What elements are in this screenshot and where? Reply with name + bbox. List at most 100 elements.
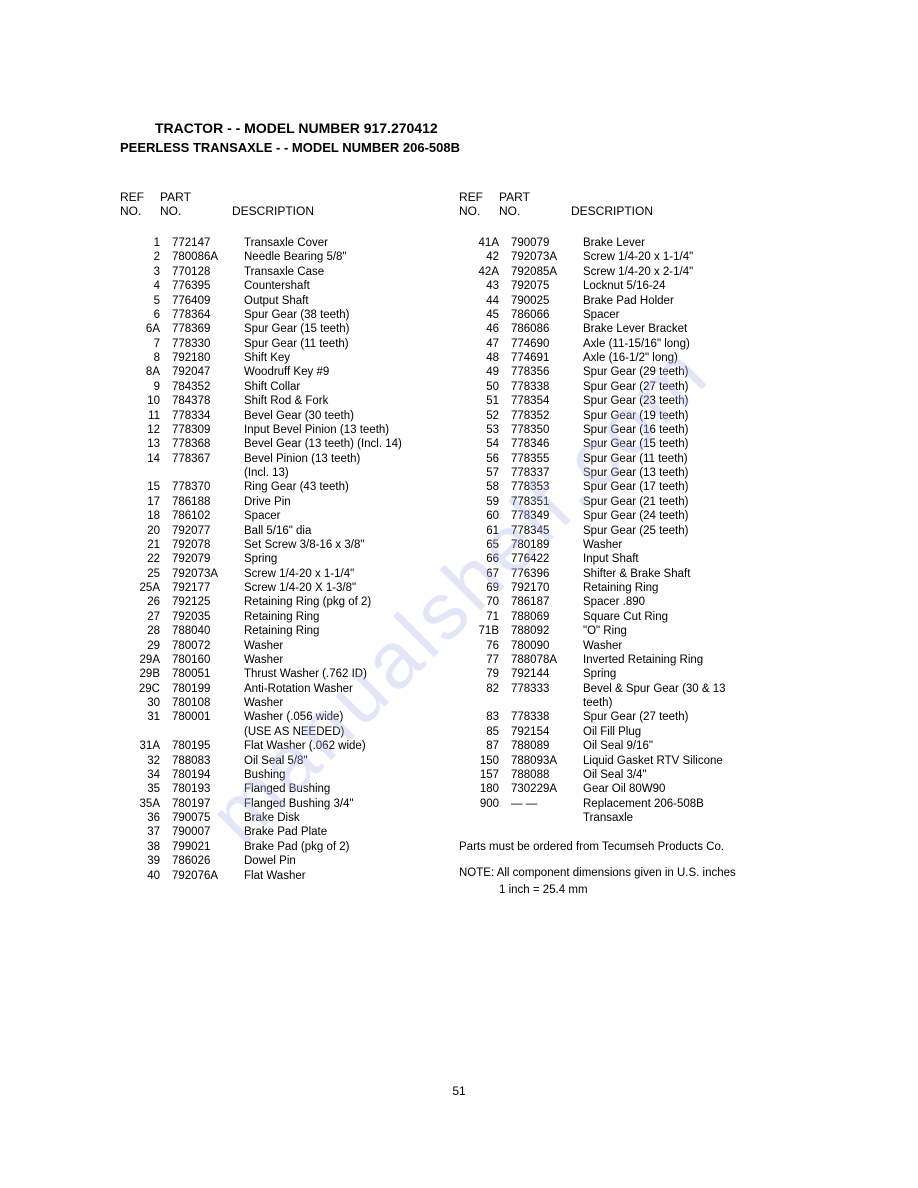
parts-row: 65780189Washer (459, 538, 798, 552)
description-cell: Screw 1/4-20 x 1-1/4" (244, 567, 459, 581)
parts-row: 30780108Washer (120, 696, 459, 710)
part-no-cell: 780194 (172, 768, 244, 782)
part-no-cell: 792075 (511, 279, 583, 293)
page-number: 51 (0, 1084, 918, 1098)
description-cell: Spur Gear (11 teeth) (583, 452, 798, 466)
part-no-cell: 778330 (172, 337, 244, 351)
parts-row: 36790075Brake Disk (120, 811, 459, 825)
order-note: Parts must be ordered from Tecumseh Prod… (459, 839, 798, 855)
part-no-cell: 780086A (172, 250, 244, 264)
ref-no-cell: 18 (120, 509, 172, 523)
parts-row: Transaxle (459, 811, 798, 825)
ref-no-cell: 35A (120, 797, 172, 811)
ref-no-cell: 50 (459, 380, 511, 394)
part-no-cell: 780108 (172, 696, 244, 710)
parts-row: 39786026Dowel Pin (120, 854, 459, 868)
ref-no-cell: 41A (459, 236, 511, 250)
parts-row: 52778352Spur Gear (19 teeth) (459, 409, 798, 423)
description-cell: Gear Oil 80W90 (583, 782, 798, 796)
description-cell: Bevel Gear (30 teeth) (244, 409, 459, 423)
part-no-cell: 780199 (172, 682, 244, 696)
ref-no-cell: 46 (459, 322, 511, 336)
parts-row: 53778350Spur Gear (16 teeth) (459, 423, 798, 437)
part-no-cell: 788092 (511, 624, 583, 638)
right-parts-list: 41A790079Brake Lever42792073AScrew 1/4-2… (459, 236, 798, 825)
parts-row: 7778330Spur Gear (11 teeth) (120, 337, 459, 351)
part-no-cell: 780160 (172, 653, 244, 667)
left-column: REF NO. PART NO. DESCRIPTION 1772147Tran… (120, 190, 459, 898)
part-no-cell: 780001 (172, 710, 244, 724)
parts-row: 20792077Ball 5/16" dia (120, 524, 459, 538)
part-no-cell: 778346 (511, 437, 583, 451)
description-cell: Oil Fill Plug (583, 725, 798, 739)
part-no-cell (172, 466, 244, 480)
part-no-cell: 784352 (172, 380, 244, 394)
header-desc: DESCRIPTION (232, 204, 314, 218)
ref-no-cell: 7 (120, 337, 172, 351)
ref-no-cell: 44 (459, 294, 511, 308)
parts-row: 900— —Replacement 206-508B (459, 797, 798, 811)
part-no-cell: 786066 (511, 308, 583, 322)
conversion-note: 1 inch = 25.4 mm (459, 882, 798, 898)
part-no-cell: 792077 (172, 524, 244, 538)
ref-no-cell: 21 (120, 538, 172, 552)
ref-no-cell: 38 (120, 840, 172, 854)
parts-row: (USE AS NEEDED) (120, 725, 459, 739)
ref-no-cell: 40 (120, 869, 172, 883)
parts-row: 157788088Oil Seal 3/4" (459, 768, 798, 782)
part-no-cell: 780193 (172, 782, 244, 796)
parts-row: 10784378Shift Rod & Fork (120, 394, 459, 408)
parts-row: 49778356Spur Gear (29 teeth) (459, 365, 798, 379)
parts-row: 40792076AFlat Washer (120, 869, 459, 883)
description-cell: Brake Lever (583, 236, 798, 250)
parts-row: 51778354Spur Gear (23 teeth) (459, 394, 798, 408)
part-no-cell: 774690 (511, 337, 583, 351)
ref-no-cell: 2 (120, 250, 172, 264)
header-no2-r: NO. (499, 204, 520, 218)
description-cell: Washer (244, 639, 459, 653)
part-no-cell: 778333 (511, 682, 583, 696)
part-no-cell: 792180 (172, 351, 244, 365)
part-no-cell: 778355 (511, 452, 583, 466)
parts-row: 2780086ANeedle Bearing 5/8" (120, 250, 459, 264)
parts-row: 82778333Bevel & Spur Gear (30 & 13 (459, 682, 798, 696)
part-no-cell (511, 696, 583, 710)
part-no-cell: 792085A (511, 265, 583, 279)
description-cell: Oil Seal 5/8" (244, 754, 459, 768)
description-cell: Spur Gear (38 teeth) (244, 308, 459, 322)
part-no-cell: 780090 (511, 639, 583, 653)
parts-row: 34780194Bushing (120, 768, 459, 782)
parts-row: 56778355Spur Gear (11 teeth) (459, 452, 798, 466)
ref-no-cell: 15 (120, 480, 172, 494)
part-no-cell: 778351 (511, 495, 583, 509)
description-cell: Ring Gear (43 teeth) (244, 480, 459, 494)
description-cell: Screw 1/4-20 X 1-3/8" (244, 581, 459, 595)
left-header: REF NO. PART NO. DESCRIPTION (120, 190, 459, 218)
parts-row: 9784352Shift Collar (120, 380, 459, 394)
description-cell: Spur Gear (11 teeth) (244, 337, 459, 351)
description-cell: Bushing (244, 768, 459, 782)
description-cell: Spur Gear (27 teeth) (583, 710, 798, 724)
description-cell: (USE AS NEEDED) (244, 725, 459, 739)
description-cell: Retaining Ring (244, 624, 459, 638)
ref-no-cell: 42A (459, 265, 511, 279)
description-cell: Flat Washer (.062 wide) (244, 739, 459, 753)
parts-row: 77788078AInverted Retaining Ring (459, 653, 798, 667)
description-cell: Washer (244, 653, 459, 667)
parts-row: 3770128Transaxle Case (120, 265, 459, 279)
part-no-cell (511, 811, 583, 825)
part-no-cell: 788040 (172, 624, 244, 638)
description-cell: Spacer (244, 509, 459, 523)
parts-row: 5776409Output Shaft (120, 294, 459, 308)
ref-no-cell: 66 (459, 552, 511, 566)
parts-row: 32788083Oil Seal 5/8" (120, 754, 459, 768)
description-cell: Axle (11-15/16" long) (583, 337, 798, 351)
part-no-cell: 788083 (172, 754, 244, 768)
header-ref-r: REF (459, 190, 483, 204)
description-cell: Shifter & Brake Shaft (583, 567, 798, 581)
parts-row: 27792035Retaining Ring (120, 610, 459, 624)
ref-no-cell: 77 (459, 653, 511, 667)
header-part-r: PART (499, 190, 530, 204)
parts-row: 44790025Brake Pad Holder (459, 294, 798, 308)
ref-no-cell: 6 (120, 308, 172, 322)
